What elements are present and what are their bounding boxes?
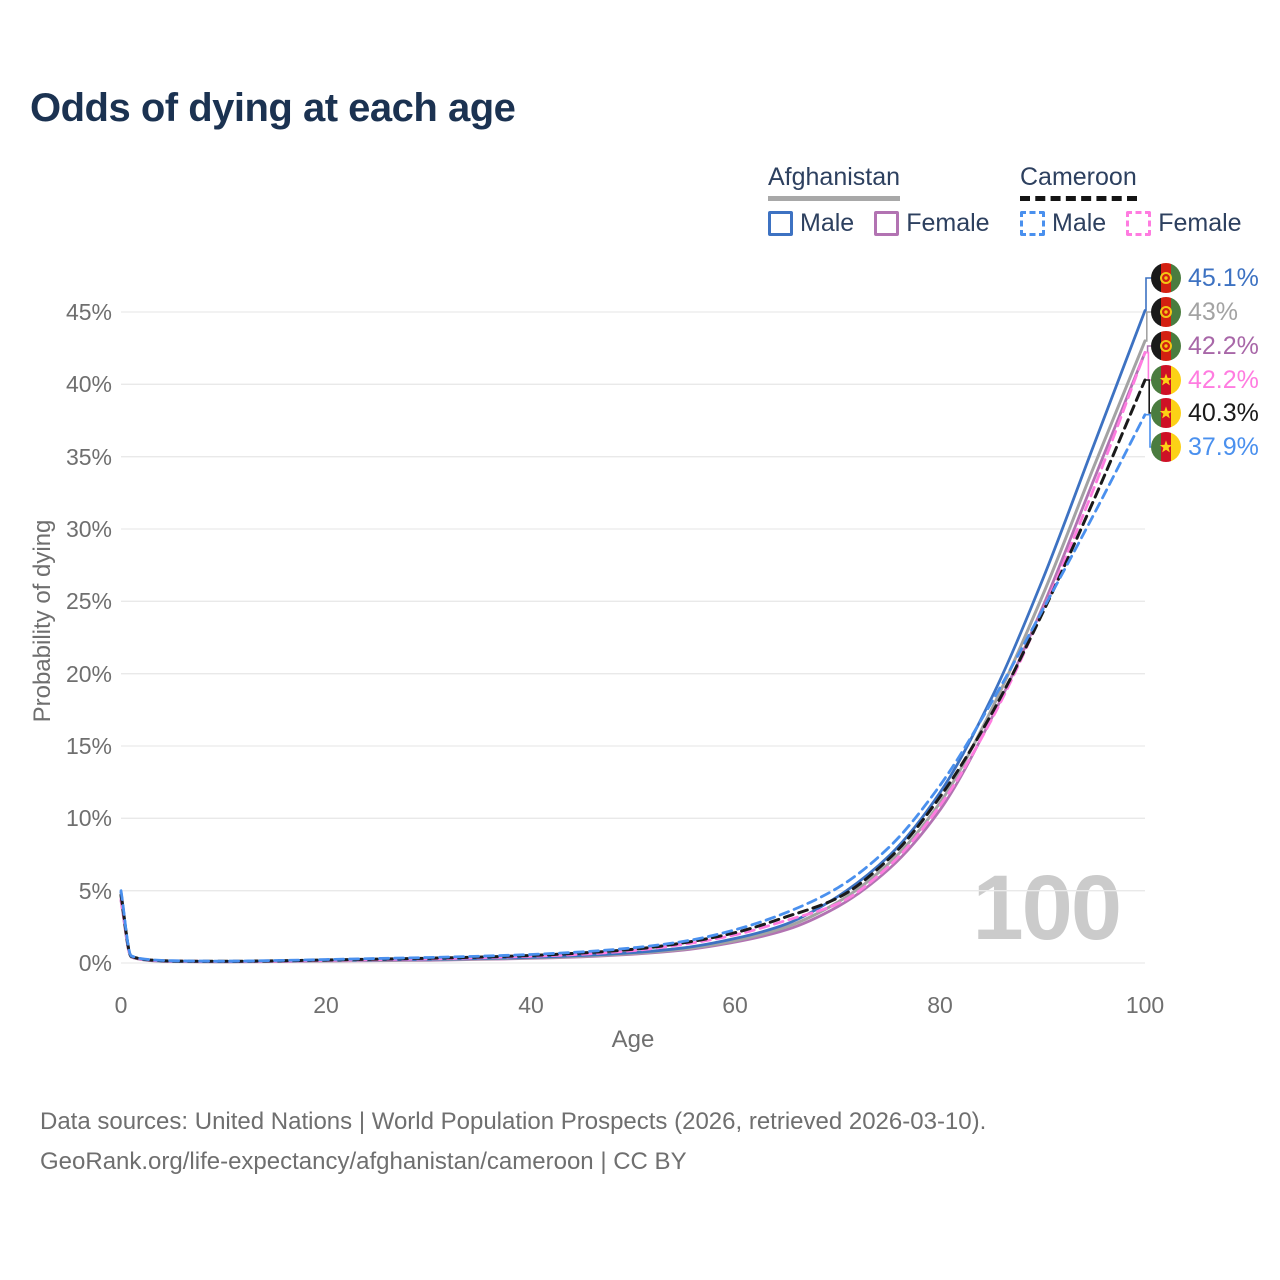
x-tick-label: 40 [518, 992, 544, 1018]
footer-data-sources: Data sources: United Nations | World Pop… [40, 1108, 987, 1135]
footer-attribution: GeoRank.org/life-expectancy/afghanistan/… [40, 1148, 687, 1175]
x-tick-label: 0 [114, 992, 128, 1018]
series-line-cameroon-both [119, 378, 1147, 963]
y-tick-label: 10% [65, 805, 112, 831]
y-tick-label: 35% [65, 444, 112, 470]
x-tick-label: 80 [927, 992, 953, 1018]
end-label-connector-cameroon-male [1145, 413, 1151, 448]
legend-item-cameroon-female[interactable]: Female [1126, 209, 1242, 238]
legend-item-label: Female [1158, 209, 1242, 237]
y-tick-label: 5% [78, 878, 112, 904]
afghanistan-flag-icon [1151, 297, 1181, 327]
afghanistan-female-swatch-icon [874, 211, 900, 236]
legend-header-cameroon: Cameroon [1020, 163, 1137, 201]
cameroon-flag-icon [1151, 432, 1181, 462]
series-line-afghanistan-female [119, 351, 1147, 964]
cameroon-flag-icon [1151, 398, 1181, 428]
y-axis-title: Probability of dying [29, 519, 56, 723]
legend-item-label: Male [800, 209, 855, 237]
legend-item-label: Male [1052, 209, 1107, 237]
x-tick-label: 60 [722, 992, 748, 1018]
page-title: Odds of dying at each age [30, 86, 516, 130]
afghanistan-male-swatch-icon [768, 211, 793, 236]
x-axis-title: Age [611, 1026, 655, 1053]
y-tick-label: 30% [65, 516, 112, 542]
series-line-afghanistan-both [119, 339, 1147, 964]
cameroon-flag-icon [1151, 365, 1181, 395]
legend-group-afghanistan: Afghanistan Male Female [768, 163, 990, 238]
watermark-age: 100 [972, 857, 1123, 959]
legend-item-afghanistan-male[interactable]: Male [768, 209, 854, 238]
y-tick-label: 15% [65, 733, 112, 759]
y-tick-label: 0% [78, 950, 112, 976]
y-tick-label: 25% [65, 588, 112, 614]
series-line-cameroon-female [119, 351, 1147, 963]
end-label-flag-afghanistan-female [1151, 331, 1181, 366]
afghanistan-flag-icon [1151, 263, 1181, 293]
cameroon-male-swatch-icon [1020, 211, 1045, 236]
end-label-value-cameroon-both: 40.3% [1188, 399, 1259, 427]
series-line-cameroon-male [119, 413, 1147, 963]
end-label-flag-afghanistan-both [1151, 297, 1181, 332]
end-label-flag-cameroon-female [1151, 365, 1181, 400]
y-tick-label: 40% [65, 371, 112, 397]
end-label-flag-afghanistan-male [1151, 263, 1181, 298]
legend-item-afghanistan-female[interactable]: Female [874, 209, 990, 238]
x-tick-label: 100 [1125, 992, 1165, 1018]
afghanistan-flag-icon [1151, 331, 1181, 361]
end-label-value-afghanistan-female: 42.2% [1188, 332, 1259, 360]
end-label-flag-cameroon-both [1151, 398, 1181, 433]
series-line-afghanistan-male [119, 309, 1147, 964]
end-label-connector-cameroon-both [1145, 379, 1151, 414]
legend-group-cameroon: Cameroon Male Female [1020, 163, 1242, 238]
legend-header-afghanistan: Afghanistan [768, 163, 901, 201]
end-label-value-afghanistan-both: 43% [1188, 298, 1239, 326]
end-label-value-cameroon-male: 37.9% [1188, 433, 1259, 461]
cameroon-female-swatch-icon [1126, 211, 1152, 236]
y-tick-label: 20% [65, 661, 112, 687]
end-label-connector-afghanistan-male [1145, 277, 1151, 312]
end-label-flag-cameroon-male [1151, 432, 1181, 467]
legend-item-cameroon-male[interactable]: Male [1020, 209, 1106, 238]
x-tick-label: 20 [313, 992, 339, 1018]
legend-item-label: Female [906, 209, 990, 237]
end-label-value-afghanistan-male: 45.1% [1188, 264, 1259, 292]
end-label-value-cameroon-female: 42.2% [1188, 366, 1259, 394]
end-label-connector-afghanistan-both [1145, 311, 1151, 342]
y-tick-label: 45% [65, 299, 112, 325]
